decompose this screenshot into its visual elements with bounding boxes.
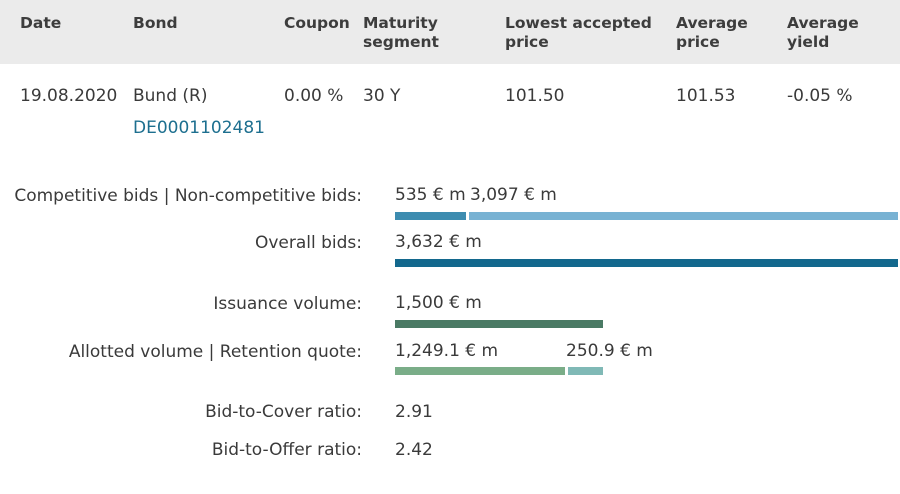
retention-quote-value: 250.9 € m [566, 341, 653, 361]
header-date: Date [20, 14, 62, 32]
header-average-yield: Average yield [787, 14, 859, 51]
allotted-volume-label: Allotted volume | Retention quote: [68, 342, 362, 362]
cell-date: 19.08.2020 [20, 86, 118, 106]
header-maturity-segment: Maturity segment [363, 14, 439, 51]
issuance-volume-bar [395, 320, 603, 328]
header-bond: Bond [133, 14, 178, 32]
allotted-volume-bar [395, 367, 565, 375]
competitive-bids-label: Competitive bids | Non-competitive bids: [14, 186, 362, 206]
competitive-bids-bar [395, 212, 467, 220]
non-competitive-bids-value: 3,097 € m [470, 185, 557, 205]
bond-name: Bund (R) [133, 86, 208, 106]
allotted-volume-value: 1,249.1 € m [395, 341, 499, 361]
bid-to-cover-value: 2.91 [395, 402, 433, 422]
cell-coupon: 0.00 % [284, 86, 344, 106]
cell-maturity: 30 Y [363, 86, 401, 106]
cell-average-yield: -0.05 % [787, 86, 853, 106]
bid-to-offer-label: Bid-to-Offer ratio: [211, 440, 362, 460]
cell-bond: Bund (R) DE0001102481 [133, 85, 265, 139]
retention-quote-bar [567, 367, 603, 375]
cell-average-price: 101.53 [676, 86, 736, 106]
table-header: Date Bond Coupon Maturity segment Lowest … [0, 0, 900, 64]
overall-bids-value: 3,632 € m [395, 232, 482, 252]
issuance-volume-value: 1,500 € m [395, 293, 482, 313]
competitive-bids-value: 535 € m [395, 185, 466, 205]
header-average-price: Average price [676, 14, 748, 51]
bid-to-cover-label: Bid-to-Cover ratio: [205, 402, 362, 422]
isin-link[interactable]: DE0001102481 [133, 118, 265, 138]
cell-lowest-price: 101.50 [505, 86, 565, 106]
issuance-volume-label: Issuance volume: [213, 294, 362, 314]
header-lowest-accepted-price: Lowest accepted price [505, 14, 652, 51]
non-competitive-bids-bar [469, 212, 898, 220]
overall-bids-label: Overall bids: [254, 233, 362, 253]
overall-bids-bar [395, 259, 898, 267]
bid-to-offer-value: 2.42 [395, 440, 433, 460]
header-coupon: Coupon [284, 14, 350, 32]
